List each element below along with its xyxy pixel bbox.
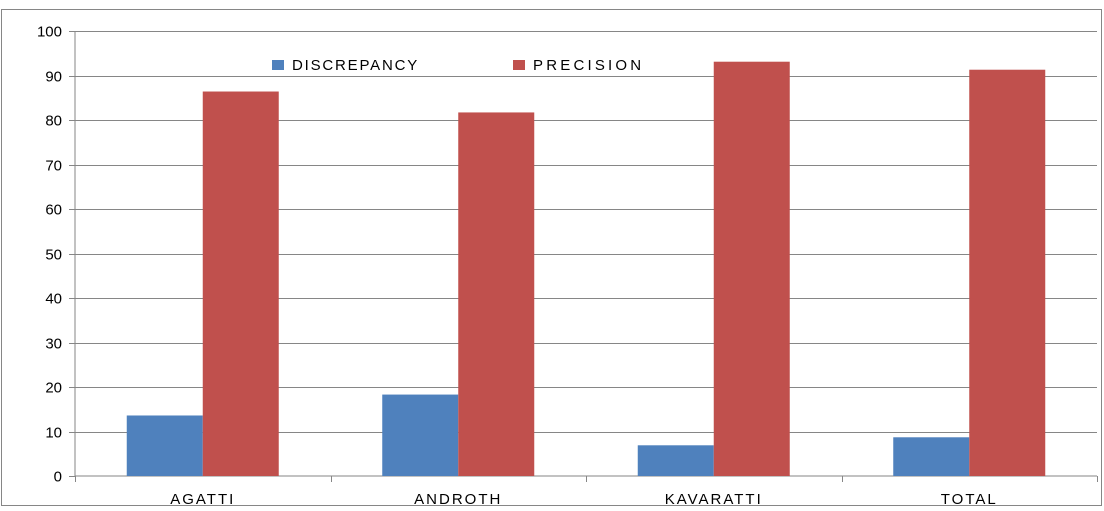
legend-swatch-discrepancy xyxy=(272,60,284,70)
bar-precision-androth xyxy=(458,112,535,476)
y-tick-label: 50 xyxy=(45,247,62,264)
y-tick-label: 70 xyxy=(45,158,62,175)
x-tick-labels: AGATTI ANDROTH KAVARATTI TOTAL xyxy=(170,491,998,508)
legend-background xyxy=(252,54,682,76)
bar-precision-kavaratti xyxy=(713,61,790,476)
legend-label-precision: PRECISION xyxy=(533,57,644,74)
x-tick-label: TOTAL xyxy=(941,491,998,506)
legend-swatch-precision xyxy=(513,60,525,70)
bar-precision-total xyxy=(969,69,1046,476)
y-tick-label: 30 xyxy=(45,336,62,353)
bars xyxy=(126,61,1046,477)
y-tick-label: 20 xyxy=(45,380,62,397)
bar-discrepancy-total xyxy=(893,437,970,476)
y-tick-label: 60 xyxy=(45,202,62,219)
x-tick-label: AGATTI xyxy=(170,491,235,506)
bar-discrepancy-kavaratti xyxy=(637,445,714,476)
bar-discrepancy-androth xyxy=(382,394,459,476)
bar-discrepancy-agatti xyxy=(126,415,203,476)
bar-precision-agatti xyxy=(202,91,279,477)
y-tick-label: 0 xyxy=(54,469,62,486)
legend: DISCREPANCY PRECISION xyxy=(252,54,682,76)
y-tick-label: 10 xyxy=(45,425,62,442)
y-tick-label: 90 xyxy=(45,69,62,86)
y-tick-label: 100 xyxy=(37,24,62,41)
legend-label-discrepancy: DISCREPANCY xyxy=(292,57,419,74)
y-tick-label: 40 xyxy=(45,291,62,308)
x-tick-label: KAVARATTI xyxy=(665,491,763,506)
y-tick-labels: 0 10 20 30 40 50 60 70 80 90 100 xyxy=(37,24,62,486)
y-tick-label: 80 xyxy=(45,113,62,130)
x-tick-label: ANDROTH xyxy=(414,491,502,506)
